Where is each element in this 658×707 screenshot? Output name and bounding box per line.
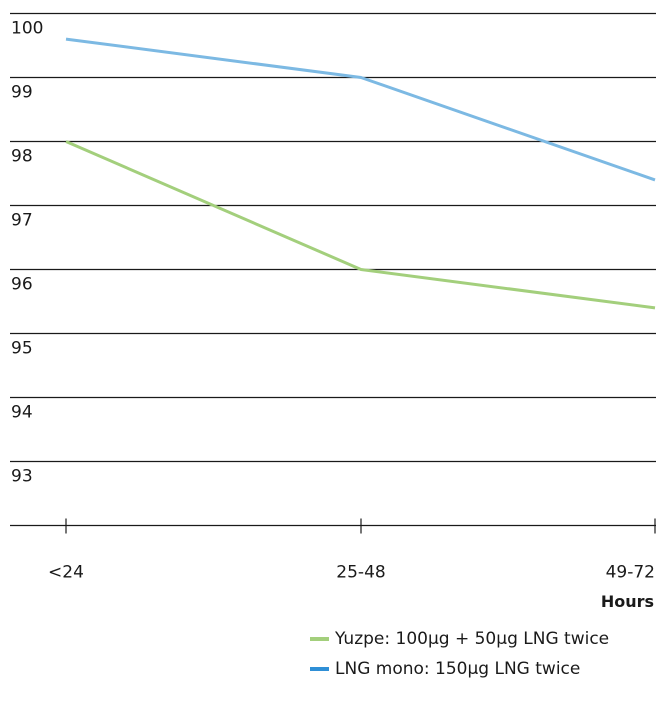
y-axis-tick-labels: 100 99 98 97 96 95 94 93 bbox=[11, 19, 43, 487]
y-tick-label-95: 95 bbox=[11, 339, 33, 359]
y-tick-label-100: 100 bbox=[11, 19, 43, 39]
legend-swatch-lng-mono bbox=[310, 667, 329, 671]
y-tick-label-98: 98 bbox=[11, 147, 33, 167]
legend: Yuzpe: 100µg + 50µg LNG twice LNG mono: … bbox=[310, 624, 650, 684]
gridlines bbox=[10, 12, 656, 463]
x-axis-title: Hours bbox=[601, 592, 654, 611]
x-tick-label-2: 49-72 bbox=[606, 563, 655, 583]
y-tick-label-96: 96 bbox=[11, 275, 33, 295]
x-axis: <24 25-48 49-72 bbox=[10, 518, 656, 583]
x-tick-label-1: 25-48 bbox=[336, 563, 385, 583]
series-line-1 bbox=[65, 37, 656, 182]
legend-label-lng-mono: LNG mono: 150µg LNG twice bbox=[335, 659, 581, 679]
y-tick-label-93: 93 bbox=[11, 467, 33, 487]
legend-item-lng-mono: LNG mono: 150µg LNG twice bbox=[310, 654, 650, 684]
y-tick-label-99: 99 bbox=[11, 83, 33, 103]
x-tick-label-0: <24 bbox=[48, 563, 84, 583]
legend-swatch-yuzpe bbox=[310, 637, 329, 641]
series-lines bbox=[65, 37, 656, 310]
legend-item-yuzpe: Yuzpe: 100µg + 50µg LNG twice bbox=[310, 624, 650, 654]
series-line-0 bbox=[65, 140, 656, 310]
y-tick-label-97: 97 bbox=[11, 211, 33, 231]
y-tick-label-94: 94 bbox=[11, 403, 33, 423]
legend-label-yuzpe: Yuzpe: 100µg + 50µg LNG twice bbox=[335, 629, 610, 649]
